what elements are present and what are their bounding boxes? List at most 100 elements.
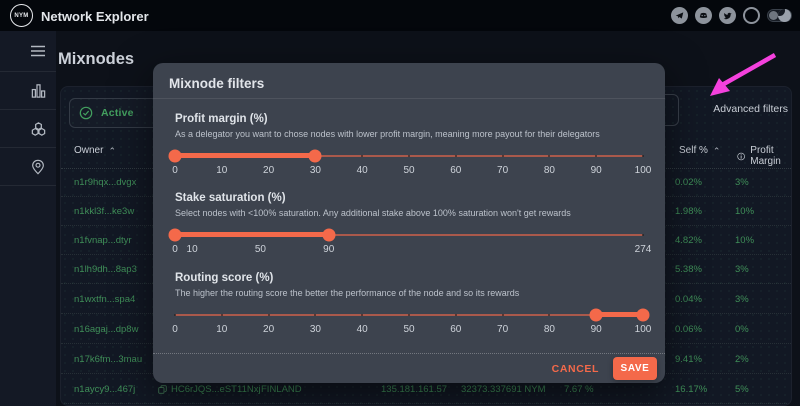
slider-track[interactable] [168, 228, 644, 241]
github-icon[interactable] [743, 7, 760, 24]
slider-tick-dot [548, 154, 551, 157]
cell-profit: 10% [735, 206, 755, 217]
sidebar-item-map[interactable] [0, 148, 56, 186]
slider-tick-label: 90 [590, 165, 602, 176]
social-links [671, 0, 792, 31]
cell-self: 0.04% [675, 294, 702, 305]
slider-tick-label: 274 [634, 244, 652, 255]
owner-link[interactable]: n1fvnap...dtyr [74, 235, 132, 246]
column-header-owner[interactable]: Owner ⌃ [74, 145, 116, 156]
slider-selected-range [175, 232, 329, 237]
slider-handle[interactable] [168, 228, 182, 241]
cell-location: FINLAND [261, 384, 302, 395]
cancel-button[interactable]: CANCEL [551, 362, 599, 375]
cell-profit: 2% [735, 354, 749, 365]
advanced-filters-button[interactable]: Advanced filters [661, 103, 791, 115]
slider-tick-label: 0 [172, 165, 178, 176]
slider-tick-label: 10 [216, 165, 228, 176]
sidebar-item-dashboard[interactable] [0, 72, 56, 110]
slider-tick-label: 50 [403, 324, 415, 335]
slider-tick-dot [267, 313, 270, 316]
slider-tick-dot [501, 154, 504, 157]
sidebar-item-mixnodes[interactable] [0, 110, 56, 148]
cell-profit: 0% [735, 324, 749, 335]
cell-stake: 32373.337691 NYM [461, 384, 546, 395]
slider-tick-label: 60 [450, 165, 462, 176]
owner-link[interactable]: n1kkl3f...ke3w [74, 206, 135, 217]
mixnode-filters-modal: Mixnode filters Profit margin (%) As a de… [153, 63, 665, 383]
slider-tick-label: 20 [263, 324, 275, 335]
slider-tick-label: 80 [543, 324, 555, 335]
slider-handle[interactable] [322, 228, 336, 241]
cell-profit: 10% [735, 235, 755, 246]
slider-tick-dot [642, 233, 644, 236]
cell-self: 1.98% [675, 206, 702, 217]
discord-icon[interactable] [695, 7, 712, 24]
active-filter-chip[interactable]: Active [69, 98, 166, 128]
cell-profit: 3% [735, 294, 749, 305]
copy-icon [158, 385, 167, 394]
slider-description: The higher the routing score the better … [175, 288, 520, 298]
slider-description: As a delegator you want to chose nodes w… [175, 129, 600, 139]
slider-tick-label: 80 [543, 165, 555, 176]
slider-tick-dot [595, 154, 598, 157]
save-button[interactable]: SAVE [613, 357, 657, 380]
telegram-icon[interactable] [671, 7, 688, 24]
column-header-self[interactable]: Self % ⌃ [679, 145, 721, 156]
page-title: Mixnodes [58, 50, 135, 68]
slider-tick-dot [361, 313, 364, 316]
slider-handle[interactable] [168, 149, 182, 162]
cell-profit: 3% [735, 264, 749, 275]
modal-title: Mixnode filters [169, 76, 265, 91]
sidebar-item-menu[interactable] [0, 31, 56, 72]
slider-rail [175, 233, 643, 236]
slider-handle[interactable] [308, 149, 322, 162]
filter-slider-section-2: Stake saturation (%) Select nodes with <1… [168, 192, 651, 268]
slider-label: Stake saturation (%) [175, 192, 286, 204]
owner-link[interactable]: n1aycy9...467j [74, 384, 136, 395]
slider-tick-label: 70 [497, 165, 509, 176]
nym-logo[interactable]: NYM [10, 4, 33, 27]
slider-handle[interactable] [589, 308, 603, 321]
slider-tick-label: 100 [634, 165, 652, 176]
twitter-icon[interactable] [719, 7, 736, 24]
cell-self: 5.38% [675, 264, 702, 275]
slider-tick-label: 20 [263, 165, 275, 176]
dark-mode-toggle[interactable] [767, 9, 792, 22]
slider-tick-dot [408, 154, 410, 157]
nym-logo-text: NYM [14, 12, 29, 19]
column-header-profit[interactable]: Profit Margin [737, 145, 791, 167]
slider-handle[interactable] [636, 308, 650, 321]
identity-key-link[interactable]: HC6rJQS...eST11Nxj [158, 384, 261, 395]
slider-track[interactable] [168, 149, 644, 162]
slider-tick-label: 50 [254, 244, 266, 255]
slider-tick-label: 10 [216, 324, 228, 335]
active-filter-label: Active [101, 107, 134, 119]
owner-link[interactable]: n1r9hqx...dvgx [74, 177, 137, 188]
slider-tick-label: 90 [323, 244, 335, 255]
cell-host: 135.181.161.57 [381, 384, 448, 395]
moon-icon [778, 9, 791, 22]
slider-tick-label: 50 [403, 165, 415, 176]
slider-tick-dot [174, 313, 176, 316]
check-circle-icon [79, 106, 93, 120]
slider-tick-label: 60 [450, 324, 462, 335]
owner-link[interactable]: n17k6fm...3mau [74, 354, 143, 365]
owner-link[interactable]: n1lh9dh...8ap3 [74, 264, 137, 275]
cell-self: 4.82% [675, 235, 702, 246]
bar-chart-icon [31, 84, 46, 98]
owner-link[interactable]: n1wxtfn...spa4 [74, 294, 136, 305]
slider-tick-dot [454, 313, 457, 316]
filter-slider-section-1: Profit margin (%) As a delegator you want… [168, 113, 651, 189]
slider-tick-dot [408, 313, 410, 316]
owner-link[interactable]: n16agaj...dp8w [74, 324, 139, 335]
slider-tick-dot [361, 154, 364, 157]
slider-track[interactable] [174, 308, 650, 321]
slider-label: Routing score (%) [175, 272, 274, 284]
modal-title-divider [153, 98, 665, 99]
slider-tick-label: 100 [634, 324, 652, 335]
cell-sat: 7.67 % [564, 384, 594, 395]
slider-tick-label: 40 [356, 324, 368, 335]
slider-tick-label: 90 [590, 324, 602, 335]
